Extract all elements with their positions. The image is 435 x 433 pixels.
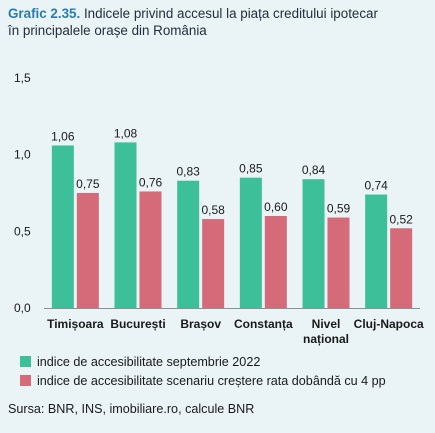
data-label: 0,76 [139,175,163,189]
legend-item-septembrie: indice de accesibilitate septembrie 2022 [20,352,386,371]
y-tick-label: 1,0 [14,148,31,162]
x-tick-label: național [303,332,349,346]
legend-label-scenariu: indice de accesibilitate scenariu crește… [37,373,386,388]
bar [390,228,413,308]
bar [239,177,262,308]
legend-swatch-scenariu [20,375,31,386]
title-line-1: Indicele privind accesul la piața credit… [83,6,378,21]
bar [51,145,74,308]
bar [365,194,388,308]
chart-title: Grafic 2.35. Indicele privind accesul la… [8,5,428,39]
bar [139,191,162,308]
y-tick-label: 1,5 [14,71,31,85]
data-label: 0,59 [327,202,351,216]
x-tick-label: Timișoara [47,317,104,331]
data-label: 0,74 [364,179,388,193]
legend-label-septembrie: indice de accesibilitate septembrie 2022 [37,354,261,369]
data-label: 0,84 [302,163,326,177]
x-tick-label: București [110,317,165,331]
data-label: 0,85 [239,162,263,176]
bar [114,142,137,308]
legend: indice de accesibilitate septembrie 2022… [20,352,386,390]
y-tick-label: 0,0 [14,301,31,315]
data-label: 1,06 [51,129,75,143]
data-label: 0,58 [201,203,225,217]
x-tick-label: Nivel [312,317,341,331]
data-label: 0,52 [389,212,413,226]
bar [302,179,325,308]
figure-number: Grafic 2.35. [8,6,81,21]
data-label: 0,75 [76,177,100,191]
x-tick-label: Cluj-Napoca [354,317,424,331]
data-label: 0,83 [176,165,200,179]
bar [76,193,99,308]
bar [264,216,287,308]
x-tick-label: Brașov [180,317,221,331]
title-line-2: în principalele orașe din România [8,23,207,38]
legend-item-scenariu: indice de accesibilitate scenariu crește… [20,371,386,390]
bar [177,180,200,308]
bar [202,219,225,308]
bar [327,217,350,308]
source-note: Sursa: BNR, INS, imobiliare.ro, calcule … [8,402,255,416]
data-label: 1,08 [114,126,138,140]
data-label: 0,60 [264,200,288,214]
y-tick-label: 0,5 [14,224,31,238]
x-tick-label: Constanța [234,317,293,331]
legend-swatch-septembrie [20,356,31,367]
